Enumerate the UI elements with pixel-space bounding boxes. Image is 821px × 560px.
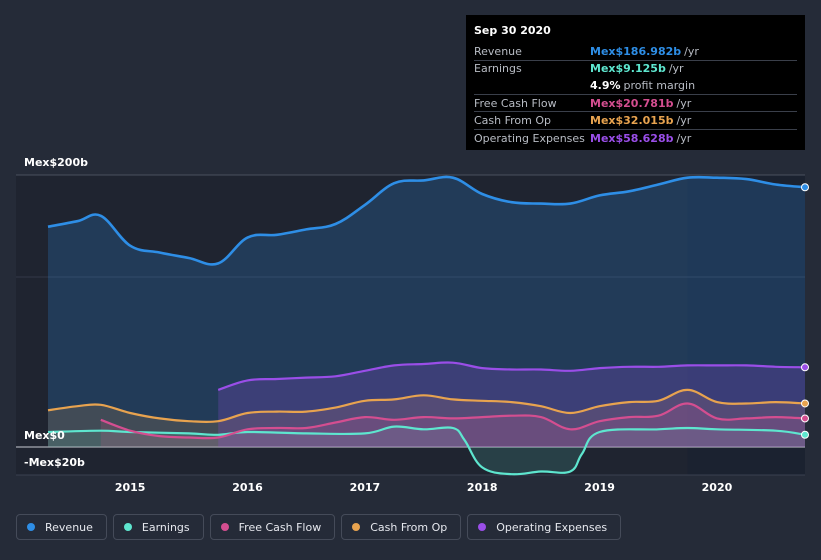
tooltip-row-opex: Operating Expenses Mex$58.628b /yr xyxy=(474,128,797,147)
tooltip-label: Revenue xyxy=(474,44,522,58)
x-tick-label: 2020 xyxy=(702,481,733,494)
tooltip-value: Mex$32.015b xyxy=(590,114,674,128)
earnings-end-point xyxy=(801,430,809,439)
tooltip-label: Operating Expenses xyxy=(474,131,585,145)
legend: Revenue Earnings Free Cash Flow Cash Fro… xyxy=(16,514,622,540)
tooltip-unit: /yr xyxy=(676,96,692,110)
y-label-bottom: -Mex$20b xyxy=(24,456,85,469)
legend-dot-icon xyxy=(123,523,132,531)
tooltip-label: Earnings xyxy=(474,62,522,76)
legend-label: Earnings xyxy=(141,520,190,534)
legend-dot-icon xyxy=(27,523,35,531)
tooltip-row-fcf: Free Cash Flow Mex$20.781b /yr xyxy=(474,93,797,112)
legend-dot-icon xyxy=(478,523,487,531)
tooltip-unit: /yr xyxy=(676,114,692,128)
tooltip-unit: profit margin xyxy=(623,78,696,92)
tooltip-label: Free Cash Flow xyxy=(474,96,557,110)
legend-label: Operating Expenses xyxy=(496,520,608,534)
tooltip-row-cfo: Cash From Op Mex$32.015b /yr xyxy=(474,111,797,129)
tooltip-unit: /yr xyxy=(684,44,699,58)
y-label-top: Mex$200b xyxy=(24,156,88,169)
earnings-area xyxy=(48,426,805,475)
revenue-end-point xyxy=(801,183,809,192)
legend-label: Free Cash Flow xyxy=(238,520,322,534)
cash-from-op-end-point xyxy=(801,399,809,408)
revenue-line xyxy=(47,175,806,266)
x-tick-label: 2019 xyxy=(584,481,615,494)
forecast-region xyxy=(687,175,805,475)
operating-expenses-area xyxy=(218,362,805,447)
tooltip-date: Sep 30 2020 xyxy=(474,24,551,37)
tooltip-unit: /yr xyxy=(668,62,684,76)
legend-label: Revenue xyxy=(45,520,93,534)
legend-label: Cash From Op xyxy=(370,520,448,534)
legend-free-cash-flow[interactable]: Free Cash Flow xyxy=(209,514,336,540)
earnings-line xyxy=(47,425,806,476)
tooltip-label: Cash From Op xyxy=(474,114,552,128)
x-tick-label: 2017 xyxy=(350,481,381,494)
tooltip-value: 4.9% xyxy=(590,78,621,92)
legend-dot-icon xyxy=(220,523,229,531)
tooltip-value: Mex$20.781b xyxy=(590,96,674,110)
tooltip-value: Mex$186.982b xyxy=(590,44,682,58)
tooltip: Sep 30 2020 Revenue Mex$186.982b /yr Ear… xyxy=(466,15,805,150)
free-cash-flow-end-point xyxy=(801,414,809,423)
y-label-zero: Mex$0 xyxy=(24,429,65,442)
tooltip-value: Mex$9.125b xyxy=(590,62,666,76)
legend-operating-expenses[interactable]: Operating Expenses xyxy=(467,514,622,540)
revenue-area xyxy=(48,176,805,447)
free-cash-flow-line xyxy=(100,402,806,440)
legend-earnings[interactable]: Earnings xyxy=(112,514,204,540)
legend-dot-icon xyxy=(352,523,361,531)
tooltip-row-margin: 4.9% profit margin xyxy=(474,77,797,94)
tooltip-row-revenue: Revenue Mex$186.982b /yr xyxy=(474,43,797,60)
cash-from-op-line xyxy=(47,388,806,424)
operating-expenses-end-point xyxy=(801,363,809,372)
x-tick-label: 2018 xyxy=(467,481,498,494)
tooltip-unit: /yr xyxy=(676,131,692,145)
plot-background xyxy=(16,175,805,475)
x-tick-label: 2015 xyxy=(115,481,146,494)
legend-revenue[interactable]: Revenue xyxy=(16,514,107,540)
tooltip-value: Mex$58.628b xyxy=(590,131,674,145)
legend-cash-from-op[interactable]: Cash From Op xyxy=(341,514,462,540)
operating-expenses-line xyxy=(217,361,806,391)
x-tick-label: 2016 xyxy=(232,481,263,494)
free-cash-flow-area xyxy=(100,403,806,447)
tooltip-row-earnings: Earnings Mex$9.125b /yr xyxy=(474,59,797,78)
